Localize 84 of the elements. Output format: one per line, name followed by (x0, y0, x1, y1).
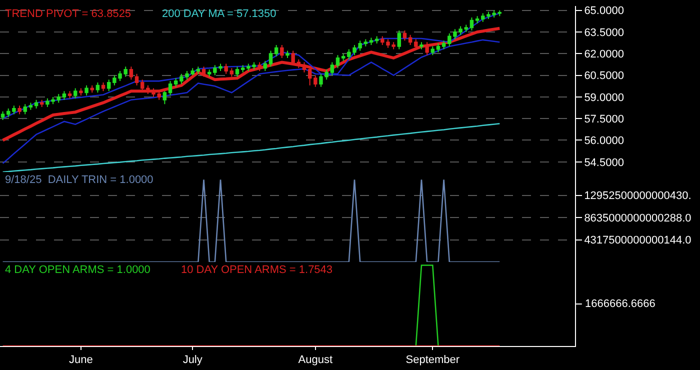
candlestick (470, 17, 474, 32)
candlestick (134, 73, 139, 86)
candlestick (336, 54, 340, 69)
candlestick (420, 42, 424, 50)
candlestick (464, 24, 468, 32)
candlestick (291, 50, 295, 66)
y-tick-label: 59.0000 (584, 92, 624, 104)
candlestick (280, 44, 284, 58)
candlestick (402, 30, 407, 42)
candlestick (240, 64, 245, 73)
candlestick (414, 38, 418, 50)
candlestick (62, 90, 66, 100)
candlestick (40, 99, 44, 108)
x-tick-label: June (69, 354, 93, 366)
line-series (2, 122, 500, 172)
candlestick (56, 94, 60, 104)
y-tick-label: 4317500000000144.0 (584, 234, 692, 247)
candlestick (84, 84, 88, 96)
y-tick-label: 8635000000000288.0 (584, 212, 692, 224)
candlestick (0, 110, 5, 121)
candlestick (296, 58, 301, 69)
candlestick (68, 90, 72, 99)
text: 1666666.6666 (585, 298, 656, 310)
text: TREND PIVOT = 63.8525 (5, 8, 132, 20)
candlestick (140, 79, 144, 92)
candlestick (258, 62, 262, 72)
candlestick (498, 10, 502, 17)
y-tick-label: 60.5000 (584, 70, 624, 82)
candlestick (18, 105, 22, 115)
candlestick (34, 99, 38, 109)
candlestick (408, 34, 412, 46)
x-tick-label: August (298, 354, 333, 366)
y-tick-label: 56.0000 (584, 135, 624, 148)
text: 10 DAY OPEN ARMS = 1.7543 (181, 264, 333, 276)
candlestick (79, 88, 83, 96)
candlestick (106, 79, 111, 92)
candlestick (174, 78, 178, 88)
candlestick (96, 82, 100, 94)
candlestick (302, 62, 306, 73)
candlestick (286, 50, 290, 58)
candlestick (101, 82, 106, 92)
candlestick (28, 102, 33, 110)
y-tick-label: 63.5000 (584, 26, 624, 39)
candlestick (397, 30, 402, 50)
candlestick (263, 60, 268, 72)
text: 9/18/25 DAILY TRIN = 1.0000 (5, 174, 154, 186)
line-series (1, 26, 502, 142)
candlestick (425, 42, 429, 56)
text: 4 DAY OPEN ARMS = 1.0000 (5, 264, 150, 276)
y-tick-label: 12952500000000430. (584, 190, 692, 202)
candlestick (308, 66, 312, 86)
candlestick (230, 68, 234, 78)
candlestick (330, 62, 334, 76)
candlestick (430, 46, 435, 56)
candlestick (207, 69, 212, 78)
x-tick-label: September (406, 354, 460, 366)
candlestick (374, 36, 379, 44)
candlestick (224, 63, 228, 74)
y-tick-label: 54.5000 (584, 156, 624, 169)
candlestick (23, 104, 27, 115)
candlestick (364, 38, 368, 47)
x-tick-label: July (182, 354, 203, 366)
candlestick (475, 16, 480, 24)
candlestick (74, 88, 78, 99)
candlestick (268, 50, 273, 68)
candlestick (196, 66, 200, 74)
candlestick (274, 44, 278, 58)
y-tick-label: 62.0000 (584, 48, 624, 60)
candlestick (12, 105, 16, 115)
candlestick (90, 84, 94, 94)
y-tick-label: 65.0000 (584, 5, 624, 18)
candlestick (314, 74, 318, 88)
y-tick-label: 57.5000 (584, 113, 624, 126)
candlestick (442, 40, 446, 50)
candlestick (168, 80, 172, 96)
candlestick (369, 37, 374, 46)
candlestick (436, 43, 440, 53)
candlestick (341, 53, 346, 62)
candlestick (235, 66, 240, 78)
candlestick (129, 66, 134, 80)
text: 200 DAY MA = 57.1350 (162, 8, 276, 20)
candlestick (162, 90, 167, 105)
candlestick (6, 108, 10, 118)
candlestick (202, 66, 206, 78)
